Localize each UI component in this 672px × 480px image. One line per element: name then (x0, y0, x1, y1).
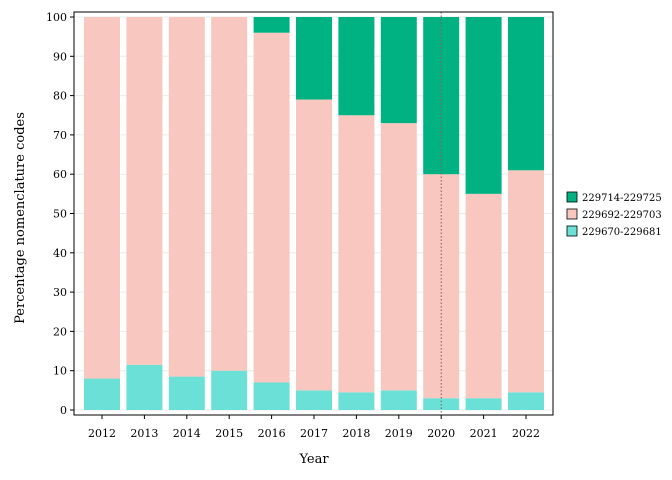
bar-segment (423, 17, 460, 175)
bar-segment (126, 364, 163, 410)
bar-segment (253, 32, 290, 383)
x-tick-label: 2017 (300, 427, 328, 440)
x-tick-label: 2019 (385, 427, 413, 440)
y-tick-label: 50 (53, 208, 67, 221)
bar-segment (168, 17, 205, 377)
y-tick-label: 100 (46, 11, 67, 24)
y-axis-title: Percentage nomenclature codes (13, 112, 28, 324)
x-axis: 2012 2013 2014 2015 2016 2017 2018 2019 2020 2021… (88, 415, 540, 440)
x-tick-label: 2022 (512, 427, 540, 440)
legend-label: 229714-229725 (582, 193, 662, 204)
x-tick-label: 2021 (470, 427, 498, 440)
legend: 229714-229725 229692-229703 229670-229681 (566, 191, 662, 238)
bar-segment (338, 17, 375, 116)
bar-segment (296, 99, 332, 391)
bar-segment (380, 390, 417, 410)
y-tick-label: 60 (53, 168, 67, 181)
plot-area (73, 11, 554, 416)
bar-segment (211, 370, 248, 410)
y-tick-label: 70 (53, 129, 67, 142)
x-tick-label: 2013 (130, 427, 158, 440)
bar-segment (465, 17, 502, 194)
x-tick-label: 2012 (88, 427, 116, 440)
legend-label: 229692-229703 (582, 210, 662, 221)
y-axis: 0 10 20 30 40 50 60 70 80 90 100 (46, 11, 74, 417)
legend-swatch (566, 191, 578, 203)
bar-segment (84, 378, 120, 410)
y-tick-label: 20 (53, 325, 67, 338)
bar-segment (84, 17, 120, 379)
bar-segment (296, 390, 332, 410)
bar-segment (126, 17, 163, 365)
x-tick-label: 2018 (342, 427, 370, 440)
bar-segment (508, 170, 544, 393)
x-axis-title: Year (298, 452, 329, 467)
y-tick-label: 40 (53, 247, 67, 260)
bar-segment (465, 398, 502, 410)
bar-segment (380, 17, 417, 124)
bar-segment (380, 123, 417, 391)
bar-segment (338, 115, 375, 393)
legend-swatch (566, 208, 578, 220)
x-tick-label: 2014 (173, 427, 201, 440)
y-tick-label: 0 (60, 404, 67, 417)
x-tick-label: 2016 (258, 427, 286, 440)
bar-segment (296, 17, 332, 100)
bar-segment (168, 376, 205, 410)
bar-segment (465, 193, 502, 399)
x-tick-label: 2020 (427, 427, 455, 440)
bar-segment (253, 17, 290, 33)
bar-segment (508, 17, 544, 171)
y-tick-label: 30 (53, 286, 67, 299)
bar-segment (508, 392, 544, 410)
y-tick-label: 10 (53, 365, 67, 378)
bar-segment (338, 392, 375, 410)
legend-label: 229670-229681 (582, 227, 662, 238)
bar-segment (211, 17, 248, 371)
x-tick-label: 2015 (215, 427, 243, 440)
legend-swatch (566, 225, 578, 237)
y-tick-label: 90 (53, 50, 67, 63)
y-tick-label: 80 (53, 90, 67, 103)
bar-segment (253, 382, 290, 410)
